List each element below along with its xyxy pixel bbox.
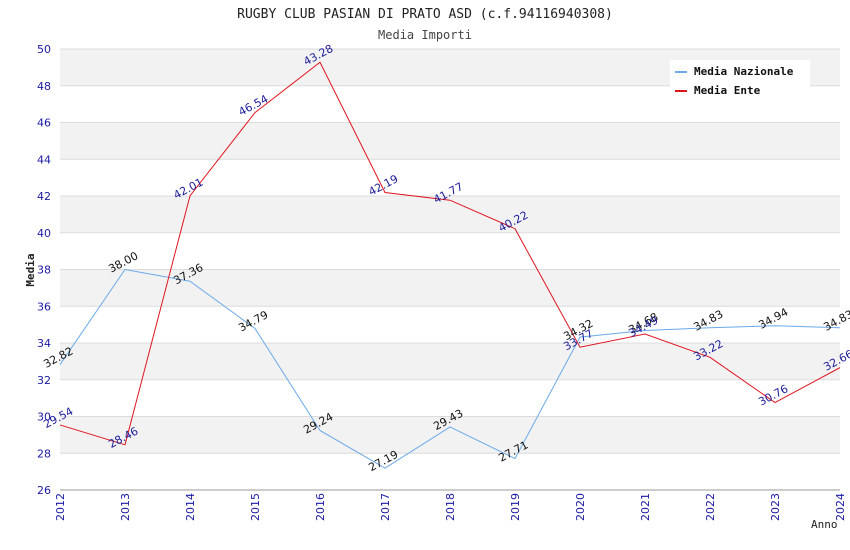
y-axis-label: Media <box>24 253 37 286</box>
y-tick-label: 34 <box>37 337 51 350</box>
y-tick-label: 30 <box>37 411 51 424</box>
x-tick-label: 2019 <box>509 493 522 521</box>
chart-title: RUGBY CLUB PASIAN DI PRATO ASD (c.f.9411… <box>237 7 613 22</box>
grid-band <box>60 269 840 307</box>
series-lines <box>59 61 841 469</box>
grid-band <box>60 343 840 380</box>
y-tick-label: 44 <box>37 153 51 166</box>
grid-band <box>60 196 840 233</box>
y-tick-label: 32 <box>37 374 51 387</box>
x-tick-label: 2023 <box>769 493 782 521</box>
y-tick-labels: 26 28 30 32 34 36 38 40 42 44 46 48 50 <box>37 43 51 497</box>
x-tick-label: 2014 <box>184 493 197 521</box>
x-tick-label: 2012 <box>54 493 67 521</box>
grid-band <box>60 232 840 270</box>
grid-band <box>60 453 840 490</box>
x-tick-label: 2022 <box>704 493 717 521</box>
grid-bands <box>60 49 840 490</box>
y-tick-label: 26 <box>37 484 51 497</box>
legend-label-ente: Media Ente <box>694 84 761 97</box>
x-tick-label: 2021 <box>639 493 652 521</box>
series-line-nazionale <box>59 268 841 469</box>
grid-band <box>60 122 840 160</box>
x-tick-label: 2017 <box>379 493 392 521</box>
grid-band <box>60 306 840 343</box>
y-tick-label: 40 <box>37 227 51 240</box>
grid-band <box>60 159 840 196</box>
series-line-ente <box>59 61 841 446</box>
y-tick-label: 48 <box>37 80 51 93</box>
x-tick-label: 2018 <box>444 493 457 521</box>
x-tick-label: 2020 <box>574 493 587 521</box>
legend-label-nazionale: Media Nazionale <box>694 65 794 78</box>
grid-band <box>60 416 840 454</box>
x-tick-label: 2016 <box>314 493 327 521</box>
chart-subtitle: Media Importi <box>378 28 472 42</box>
x-tick-label: 2013 <box>119 493 132 521</box>
x-axis-label: Anno <box>811 518 838 531</box>
legend: Media Nazionale Media Ente <box>670 60 810 100</box>
y-tick-label: 42 <box>37 190 51 203</box>
y-tick-label: 36 <box>37 300 51 313</box>
legend-box <box>670 60 810 100</box>
x-tick-labels: 2012 2013 2014 2015 2016 2017 2018 2019 2020 2021… <box>54 493 847 521</box>
y-tick-label: 38 <box>37 264 51 277</box>
x-tick-label: 2024 <box>834 493 847 521</box>
y-tick-label: 46 <box>37 117 51 130</box>
x-tick-label: 2015 <box>249 493 262 521</box>
y-tick-label: 28 <box>37 447 51 460</box>
grid-band <box>60 379 840 417</box>
y-tick-label: 50 <box>37 43 51 56</box>
